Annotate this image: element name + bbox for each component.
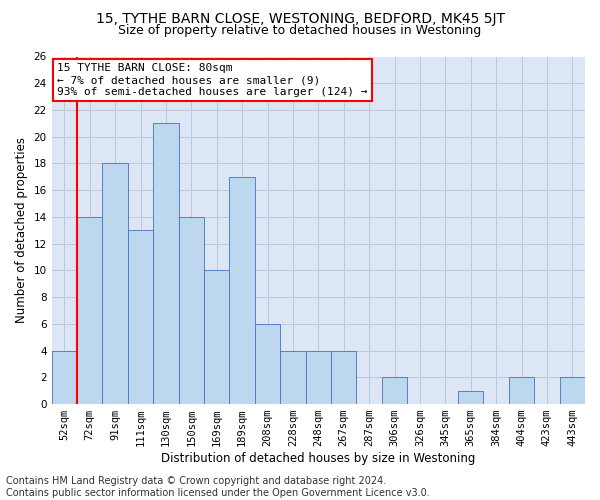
Bar	[229, 177, 255, 404]
Y-axis label: Number of detached properties: Number of detached properties	[15, 138, 28, 324]
Bar	[305, 350, 331, 404]
Bar	[204, 270, 229, 404]
Text: 15, TYTHE BARN CLOSE, WESTONING, BEDFORD, MK45 5JT: 15, TYTHE BARN CLOSE, WESTONING, BEDFORD…	[95, 12, 505, 26]
Bar	[509, 378, 534, 404]
Bar	[153, 124, 179, 404]
Bar	[128, 230, 153, 404]
Bar	[179, 217, 204, 404]
Bar	[103, 164, 128, 404]
Bar	[52, 350, 77, 404]
Bar	[382, 378, 407, 404]
Bar	[77, 217, 103, 404]
Bar	[331, 350, 356, 404]
Text: Size of property relative to detached houses in Westoning: Size of property relative to detached ho…	[118, 24, 482, 37]
Text: Contains HM Land Registry data © Crown copyright and database right 2024.
Contai: Contains HM Land Registry data © Crown c…	[6, 476, 430, 498]
Bar	[458, 390, 484, 404]
Bar	[255, 324, 280, 404]
Text: 15 TYTHE BARN CLOSE: 80sqm
← 7% of detached houses are smaller (9)
93% of semi-d: 15 TYTHE BARN CLOSE: 80sqm ← 7% of detac…	[57, 64, 367, 96]
Bar	[280, 350, 305, 404]
X-axis label: Distribution of detached houses by size in Westoning: Distribution of detached houses by size …	[161, 452, 476, 465]
Bar	[560, 378, 585, 404]
